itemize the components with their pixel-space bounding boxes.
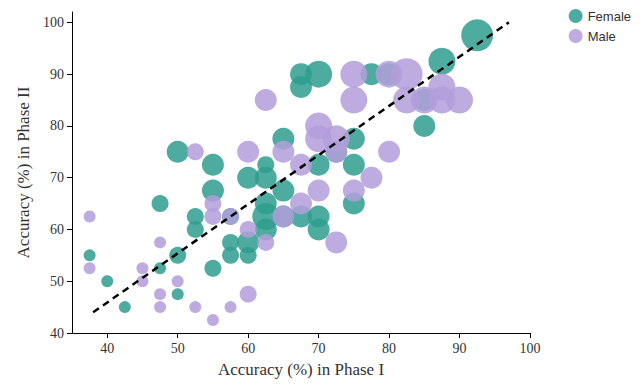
svg-text:60: 60: [241, 341, 255, 356]
svg-text:40: 40: [100, 341, 114, 356]
svg-text:Accuracy (%) in Phase II: Accuracy (%) in Phase II: [14, 86, 33, 258]
svg-text:60: 60: [50, 222, 64, 237]
svg-text:80: 80: [50, 118, 64, 133]
svg-text:50: 50: [50, 274, 64, 289]
svg-text:40: 40: [50, 326, 64, 341]
svg-text:90: 90: [50, 67, 64, 82]
svg-text:50: 50: [171, 341, 185, 356]
svg-text:Accuracy (%) in Phase I: Accuracy (%) in Phase I: [218, 360, 384, 379]
svg-text:Female: Female: [588, 9, 631, 24]
svg-text:70: 70: [50, 170, 64, 185]
svg-text:70: 70: [312, 341, 326, 356]
svg-text:90: 90: [453, 341, 467, 356]
svg-text:Male: Male: [588, 29, 616, 44]
svg-text:100: 100: [43, 15, 64, 30]
svg-text:100: 100: [520, 341, 541, 356]
svg-text:80: 80: [382, 341, 396, 356]
